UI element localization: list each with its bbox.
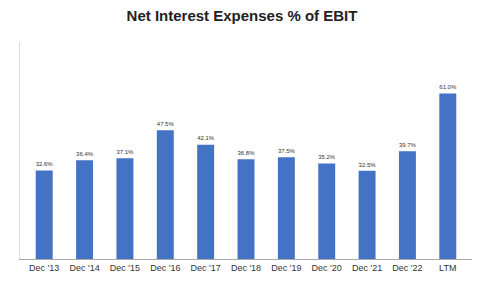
svg-text:Dec '17: Dec '17 [191, 263, 221, 273]
svg-text:47.5%: 47.5% [157, 121, 175, 127]
svg-text:Net Interest Expenses % of EBI: Net Interest Expenses % of EBIT [127, 7, 358, 24]
svg-text:Dec '20: Dec '20 [312, 263, 342, 273]
svg-text:Dec '18: Dec '18 [231, 263, 261, 273]
svg-text:32.6%: 32.6% [36, 161, 54, 167]
svg-text:Dec '19: Dec '19 [271, 263, 301, 273]
svg-text:39.7%: 39.7% [399, 142, 417, 148]
svg-text:37.5%: 37.5% [278, 148, 296, 154]
svg-text:35.2%: 35.2% [318, 154, 336, 160]
svg-text:61.0%: 61.0% [439, 84, 457, 90]
svg-text:Dec '22: Dec '22 [392, 263, 422, 273]
svg-text:37.1%: 37.1% [116, 149, 134, 155]
svg-text:Dec '15: Dec '15 [110, 263, 140, 273]
svg-text:36.4%: 36.4% [76, 151, 94, 157]
svg-text:42.1%: 42.1% [197, 135, 215, 141]
svg-text:Dec '16: Dec '16 [150, 263, 180, 273]
svg-text:Dec '13: Dec '13 [29, 263, 59, 273]
svg-text:Dec '14: Dec '14 [69, 263, 99, 273]
svg-text:36.8%: 36.8% [238, 150, 256, 156]
svg-text:32.5%: 32.5% [359, 162, 377, 168]
svg-text:Dec '21: Dec '21 [352, 263, 382, 273]
svg-text:LTM: LTM [439, 263, 456, 273]
